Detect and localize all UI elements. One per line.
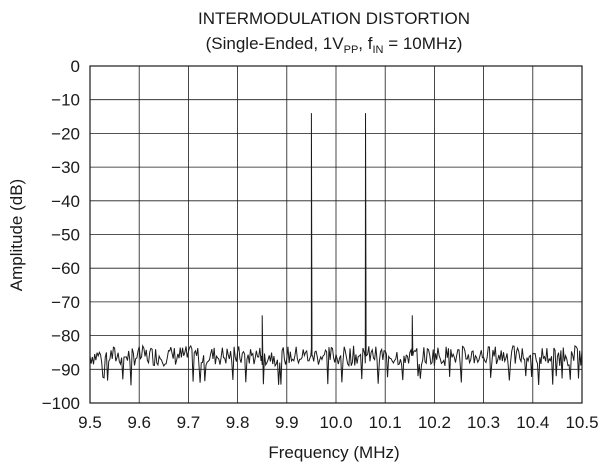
y-tick-label: −90 [51, 360, 80, 379]
grid-lines [90, 66, 582, 403]
y-tick-label: −70 [51, 293, 80, 312]
y-tick-label: −100 [42, 394, 80, 413]
chart-subtitle: (Single-Ended, 1VPP, fIN = 10MHz) [206, 34, 463, 56]
x-tick-label: 10.2 [418, 413, 451, 432]
y-tick-label: −30 [51, 158, 80, 177]
chart-title: INTERMODULATION DISTORTION [198, 9, 470, 28]
x-tick-label: 9.6 [127, 413, 151, 432]
x-tick-label: 10.4 [516, 413, 549, 432]
x-tick-label: 9.9 [275, 413, 299, 432]
y-axis-label: Amplitude (dB) [7, 179, 26, 291]
y-axis-ticks: 0 −10 −20 −30 −40 −50 −60 −70 −80 −90 −100 [42, 57, 80, 413]
y-tick-label: −40 [51, 192, 80, 211]
y-tick-label: −60 [51, 259, 80, 278]
x-tick-label: 9.5 [78, 413, 102, 432]
x-tick-label: 10.1 [369, 413, 402, 432]
plot-frame [89, 65, 583, 404]
y-tick-label: −10 [51, 91, 80, 110]
y-tick-label: −50 [51, 226, 80, 245]
y-tick-label: 0 [71, 57, 80, 76]
x-axis-ticks: 9.5 9.6 9.7 9.8 9.9 10.0 10.1 10.2 10.3 10.4 10.5 [78, 413, 598, 432]
x-tick-label: 9.7 [177, 413, 201, 432]
x-tick-label: 10.3 [467, 413, 500, 432]
x-tick-label: 10.0 [319, 413, 352, 432]
x-axis-label: Frequency (MHz) [268, 443, 399, 462]
spectrum-trace [89, 113, 583, 386]
x-tick-label: 9.8 [226, 413, 250, 432]
x-tick-label: 10.5 [565, 413, 598, 432]
y-tick-label: −80 [51, 327, 80, 346]
y-tick-label: −20 [51, 124, 80, 143]
